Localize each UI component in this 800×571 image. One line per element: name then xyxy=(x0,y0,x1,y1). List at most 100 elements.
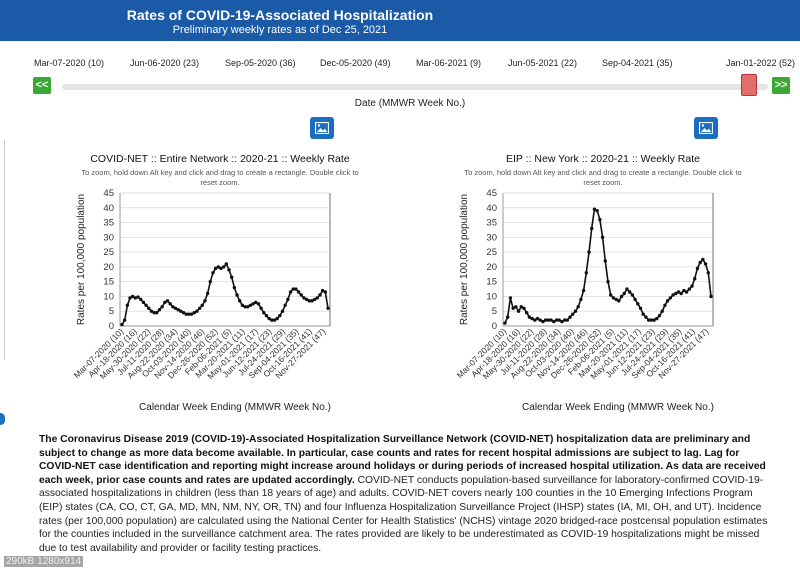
slider-tick-label: Jun-05-2021 (22) xyxy=(508,58,578,68)
y-tick-label: 20 xyxy=(486,262,497,273)
y-tick-label: 45 xyxy=(486,188,497,199)
description-bold: The Coronavirus Disease 2019 (COVID-19)-… xyxy=(39,434,766,486)
data-point xyxy=(644,315,648,319)
data-point xyxy=(668,296,673,300)
x-axis-label: Calendar Week Ending (MMWR Week No.) xyxy=(139,402,331,413)
data-point xyxy=(219,266,223,271)
chart-zoom-note: To zoom, hold down Alt key and click and… xyxy=(464,168,742,187)
data-point xyxy=(246,305,250,309)
date-slider-thumb[interactable] xyxy=(741,74,757,96)
data-point xyxy=(519,305,523,309)
data-point xyxy=(232,285,237,290)
data-point xyxy=(176,308,180,312)
data-point xyxy=(227,268,231,272)
data-point xyxy=(655,316,659,321)
data-point xyxy=(128,296,132,300)
data-point xyxy=(125,303,130,308)
data-point xyxy=(168,302,172,306)
data-point xyxy=(508,296,513,300)
data-point xyxy=(543,318,548,322)
chart-title-new-york: EIP :: New York :: 2020-21 :: Weekly Rat… xyxy=(506,153,700,165)
data-point xyxy=(320,288,325,293)
data-point xyxy=(216,265,221,269)
data-point xyxy=(530,316,534,321)
data-point xyxy=(709,294,713,299)
download-image-button-right[interactable] xyxy=(694,117,718,139)
data-point xyxy=(288,290,293,294)
data-point xyxy=(587,250,591,254)
data-point xyxy=(562,318,567,322)
data-point xyxy=(698,260,702,265)
y-tick-label: 0 xyxy=(492,321,497,332)
data-point xyxy=(636,302,640,306)
next-week-button[interactable]: >> xyxy=(772,77,790,94)
y-tick-label: 0 xyxy=(109,321,114,332)
y-tick-label: 15 xyxy=(103,277,114,288)
x-axis-label: Calendar Week Ending (MMWR Week No.) xyxy=(522,402,714,413)
y-tick-label: 30 xyxy=(486,232,497,243)
data-point xyxy=(238,299,242,303)
date-slider-track[interactable] xyxy=(62,84,768,90)
data-point xyxy=(144,303,148,308)
image-icon xyxy=(315,122,329,134)
data-point xyxy=(538,318,542,322)
page-title: Rates of COVID-19-Associated Hospitaliza… xyxy=(126,7,434,23)
data-point xyxy=(254,300,258,305)
data-point xyxy=(535,316,540,321)
y-tick-label: 5 xyxy=(109,306,114,317)
data-point xyxy=(171,305,175,309)
info-icon[interactable] xyxy=(0,413,5,425)
data-point xyxy=(229,275,234,279)
y-tick-label: 10 xyxy=(103,291,114,302)
description-body: COVID-NET conducts population-based surv… xyxy=(39,474,768,554)
data-point xyxy=(187,312,191,316)
data-point xyxy=(323,290,328,294)
data-point xyxy=(649,318,654,322)
y-axis-label: Rates per 100,000 population xyxy=(76,194,87,325)
data-point xyxy=(208,279,212,284)
data-point xyxy=(641,312,645,316)
data-point xyxy=(646,318,651,322)
data-point xyxy=(141,300,146,305)
data-point xyxy=(625,287,629,291)
data-point xyxy=(652,318,656,322)
y-tick-label: 15 xyxy=(486,277,497,288)
slider-tick-label: Sep-04-2021 (35) xyxy=(602,58,673,68)
data-point xyxy=(179,309,183,313)
data-point xyxy=(511,306,515,310)
data-point xyxy=(546,318,551,322)
data-point xyxy=(565,318,570,322)
data-point xyxy=(181,311,186,315)
download-image-button-left[interactable] xyxy=(310,117,334,139)
series-line xyxy=(121,262,329,325)
data-point xyxy=(256,302,261,306)
slider-tick-label: Jun-06-2020 (23) xyxy=(130,58,200,68)
chart-new-york[interactable]: 0 5 10 15 20 25 30 35 40 45 Rates per 100,000 popu… xyxy=(443,186,743,414)
data-point xyxy=(687,287,692,291)
y-tick-label: 25 xyxy=(103,247,114,258)
image-size-overlay: 290kB 1280x914 xyxy=(4,556,84,567)
data-point xyxy=(533,318,537,322)
data-point xyxy=(603,259,607,263)
data-point xyxy=(189,312,194,316)
y-tick-label: 40 xyxy=(486,203,497,214)
data-point xyxy=(235,293,239,297)
data-point xyxy=(617,299,621,303)
y-tick-label: 20 xyxy=(103,262,114,273)
data-point xyxy=(598,217,602,222)
y-tick-label: 35 xyxy=(486,218,497,229)
data-point xyxy=(312,297,317,302)
data-point xyxy=(611,296,616,300)
data-point xyxy=(155,311,159,315)
chart-national[interactable]: 0 5 10 15 20 25 30 35 40 45 Rates per 100,000 popu… xyxy=(60,186,360,414)
data-point xyxy=(665,299,670,303)
data-point xyxy=(221,265,226,269)
data-point xyxy=(275,316,279,321)
data-point xyxy=(157,308,162,312)
previous-week-button[interactable]: << xyxy=(33,77,51,94)
data-point xyxy=(315,296,319,300)
data-point xyxy=(614,297,618,302)
data-point xyxy=(243,305,247,309)
data-point xyxy=(302,296,306,300)
data-point xyxy=(633,297,637,302)
